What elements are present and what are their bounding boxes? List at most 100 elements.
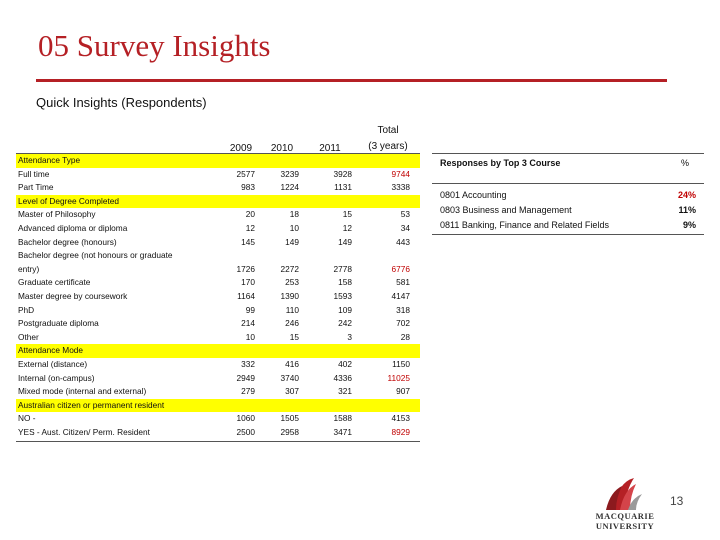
- title-underline: [36, 79, 667, 82]
- row-label: Master degree by coursework: [18, 291, 128, 301]
- cell-value: 110: [285, 304, 299, 315]
- lighthouse-emblem-icon: [606, 478, 642, 510]
- course-table-mid-rule: [432, 183, 704, 184]
- row-label: Postgraduate diploma: [18, 318, 99, 329]
- cell-value: 279: [241, 386, 255, 397]
- cell-value: 321: [338, 386, 352, 397]
- cell-value: 242: [338, 318, 352, 329]
- section-highlight: [16, 398, 420, 413]
- cell-value: 3: [347, 331, 352, 342]
- cell-value: 10: [245, 331, 255, 342]
- cell-value: 246: [285, 318, 299, 329]
- cell-total: 11025: [387, 372, 410, 383]
- col-header-total-sub: (3 years): [368, 141, 408, 152]
- cell-value: 158: [338, 277, 352, 288]
- cell-total: 907: [396, 386, 410, 397]
- cell-value: 2958: [280, 427, 299, 437]
- cell-value: 3471: [333, 427, 352, 437]
- section-label: Level of Degree Completed: [18, 195, 120, 206]
- logo-wordmark-1: MACQUARIE: [595, 511, 655, 521]
- row-label: NO -: [18, 413, 36, 424]
- cell-total: 28: [400, 331, 410, 342]
- cell-total: 4147: [391, 291, 410, 301]
- cell-value: 214: [241, 318, 255, 329]
- row-label: External (distance): [18, 359, 88, 369]
- col-header-total: Total: [377, 125, 399, 136]
- course-pct-accounting: 24%: [677, 190, 696, 200]
- row-label: entry): [18, 263, 40, 274]
- table-top-rule: [16, 153, 420, 154]
- section-label: Attendance Mode: [18, 345, 84, 356]
- cell-value: 983: [241, 182, 255, 193]
- cell-value: 1390: [280, 291, 299, 301]
- course-table-top-rule: [432, 153, 704, 154]
- cell-value: 1224: [280, 182, 299, 193]
- course-table-bottom-rule: [432, 234, 704, 235]
- cell-total: 318: [396, 304, 410, 315]
- cell-total: 53: [400, 209, 410, 220]
- row-label: Part Time: [18, 182, 54, 193]
- row-label: Graduate certificate: [18, 277, 91, 288]
- cell-value: 170: [241, 277, 255, 288]
- course-pct-header: %: [680, 158, 689, 168]
- cell-value: 4336: [333, 372, 352, 383]
- cell-value: 99: [245, 304, 255, 315]
- cell-value: 149: [338, 236, 352, 247]
- cell-value: 15: [289, 331, 299, 342]
- course-table-header: Responses by Top 3 Course: [440, 158, 561, 168]
- cell-value: 3239: [280, 168, 299, 179]
- cell-value: 18: [289, 209, 299, 220]
- course-pct-banking: 9%: [682, 220, 696, 230]
- col-header-2010: 2010: [270, 143, 294, 154]
- cell-value: 20: [245, 209, 255, 220]
- cell-total: 1150: [392, 359, 410, 369]
- cell-value: 402: [338, 359, 352, 369]
- cell-value: 2272: [280, 263, 299, 274]
- cell-value: 307: [285, 386, 299, 397]
- cell-value: 1593: [333, 291, 352, 301]
- cell-value: 2778: [333, 263, 352, 274]
- row-label: YES - Aust. Citizen/ Perm. Resident: [18, 427, 150, 437]
- row-label: Bachelor degree (not honours or graduate: [18, 250, 173, 261]
- course-pct-business: 11%: [678, 205, 696, 215]
- cell-value: 1131: [334, 182, 352, 193]
- course-name-accounting: 0801 Accounting: [440, 190, 507, 200]
- cell-total: 8929: [391, 427, 410, 437]
- section-label: Attendance Type: [18, 155, 81, 165]
- cell-total: 4153: [391, 413, 410, 424]
- cell-value: 2500: [236, 427, 255, 437]
- cell-value: 332: [241, 359, 255, 369]
- cell-value: 10: [289, 223, 299, 233]
- cell-value: 416: [285, 359, 299, 369]
- university-logo: MACQUARIE UNIVERSITY: [590, 476, 660, 536]
- cell-total: 443: [396, 236, 410, 247]
- cell-value: 1588: [333, 413, 352, 424]
- cell-value: 1505: [280, 413, 299, 424]
- cell-value: 12: [342, 223, 352, 233]
- section-highlight: [16, 154, 420, 168]
- cell-value: 145: [241, 236, 255, 247]
- table-bottom-rule: [16, 441, 420, 442]
- cell-total: 702: [396, 318, 410, 329]
- course-name-business: 0803 Business and Management: [440, 205, 572, 215]
- cell-value: 3928: [333, 168, 352, 179]
- section-highlight: [16, 344, 420, 358]
- section-subtitle: Quick Insights (Respondents): [36, 95, 207, 110]
- col-header-2009: 2009: [229, 143, 253, 154]
- row-label: Other: [18, 331, 39, 342]
- cell-value: 12: [245, 223, 255, 233]
- row-label: Mixed mode (internal and external): [18, 386, 147, 397]
- cell-total: 581: [396, 277, 410, 288]
- cell-value: 1060: [236, 413, 255, 424]
- cell-total: 6776: [391, 263, 410, 274]
- cell-value: 253: [285, 277, 299, 288]
- cell-total: 3338: [391, 182, 410, 193]
- cell-value: 2949: [236, 372, 255, 383]
- cell-value: 1726: [236, 263, 255, 274]
- row-label: Advanced diploma or diploma: [18, 223, 128, 233]
- row-label: Internal (on-campus): [18, 372, 95, 383]
- row-label: Full time: [18, 168, 50, 179]
- cell-value: 109: [338, 304, 352, 315]
- col-header-2011: 2011: [319, 143, 341, 154]
- cell-value: 15: [342, 209, 352, 220]
